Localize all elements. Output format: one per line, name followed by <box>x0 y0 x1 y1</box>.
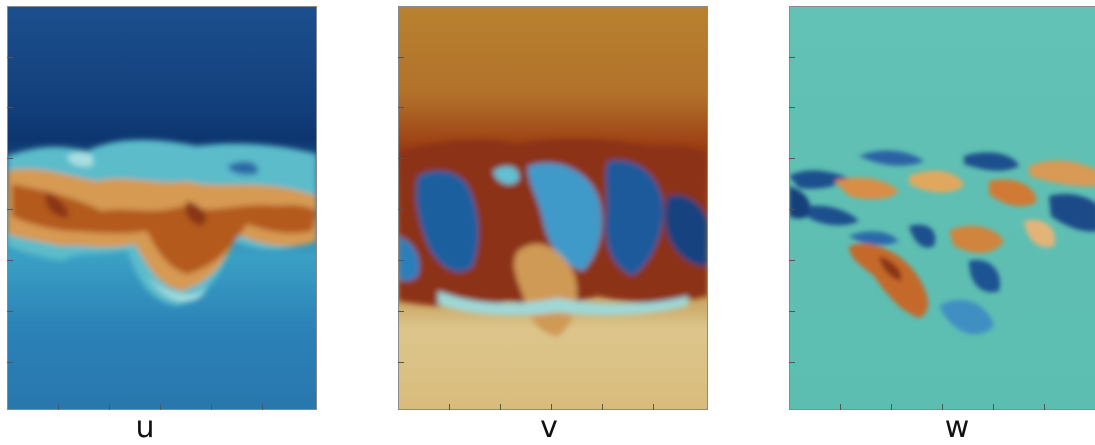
u-field-image <box>7 6 317 410</box>
v-field-panel <box>398 6 708 410</box>
u-label: u <box>135 410 155 445</box>
u-field-panel <box>7 6 317 410</box>
v-label: v <box>540 410 558 445</box>
v-field-image <box>398 6 708 410</box>
w-field-image <box>789 6 1095 410</box>
w-label: w <box>944 410 970 445</box>
w-field-panel <box>789 6 1095 410</box>
